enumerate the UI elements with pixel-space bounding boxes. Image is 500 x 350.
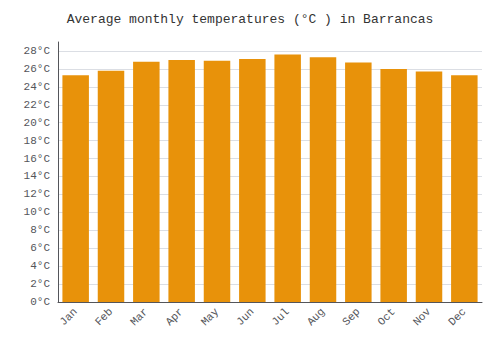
- svg-text:Feb: Feb: [93, 306, 115, 328]
- svg-text:16°C: 16°C: [24, 153, 51, 165]
- svg-text:10°C: 10°C: [24, 206, 51, 218]
- svg-text:2°C: 2°C: [30, 278, 50, 290]
- svg-text:26°C: 26°C: [24, 63, 51, 75]
- svg-text:22°C: 22°C: [24, 99, 51, 111]
- svg-text:Mar: Mar: [128, 306, 150, 328]
- svg-text:Aug: Aug: [305, 306, 327, 328]
- svg-text:24°C: 24°C: [24, 81, 51, 93]
- svg-text:May: May: [199, 305, 222, 328]
- svg-text:Apr: Apr: [163, 306, 185, 328]
- svg-text:Dec: Dec: [446, 306, 468, 328]
- svg-text:Jul: Jul: [269, 306, 291, 328]
- svg-text:14°C: 14°C: [24, 170, 51, 182]
- svg-text:12°C: 12°C: [24, 188, 51, 200]
- svg-text:Average monthly temperatures (: Average monthly temperatures (°C ) in Ba…: [67, 12, 434, 27]
- svg-text:Jan: Jan: [57, 306, 79, 328]
- svg-text:18°C: 18°C: [24, 135, 51, 147]
- svg-text:Sep: Sep: [340, 306, 362, 328]
- svg-text:0°C: 0°C: [30, 296, 50, 308]
- svg-text:Jun: Jun: [234, 306, 256, 328]
- svg-text:8°C: 8°C: [30, 224, 50, 236]
- svg-text:Oct: Oct: [375, 306, 397, 328]
- svg-text:20°C: 20°C: [24, 117, 51, 129]
- svg-text:6°C: 6°C: [30, 242, 50, 254]
- svg-text:Nov: Nov: [411, 305, 434, 328]
- svg-text:28°C: 28°C: [24, 45, 51, 57]
- svg-text:4°C: 4°C: [30, 260, 50, 272]
